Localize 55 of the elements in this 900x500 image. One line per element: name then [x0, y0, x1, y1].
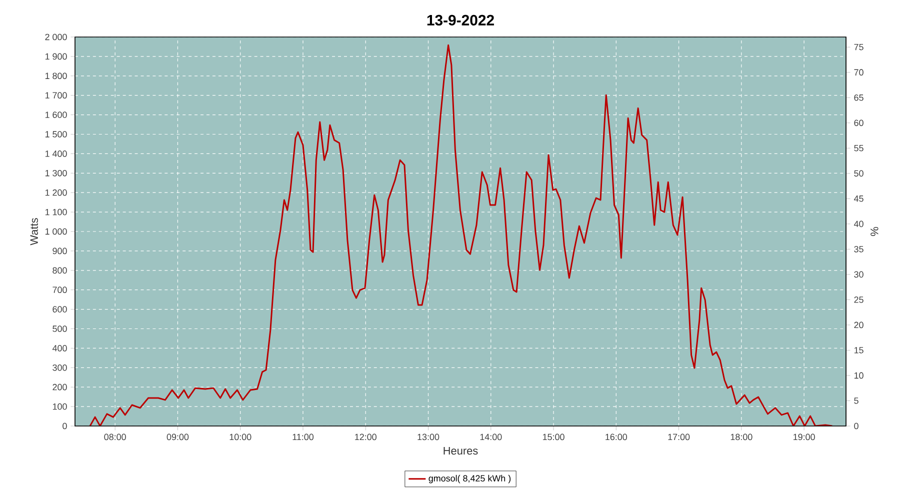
x-tick-label: 15:00 [542, 434, 564, 440]
y2-tick-label: 0 [854, 422, 858, 430]
x-tick-label: 16:00 [606, 434, 628, 440]
y-tick-label: 0 [62, 422, 67, 430]
y-tick-label: 1 600 [45, 112, 67, 118]
y-tick-label: 500 [52, 326, 67, 332]
x-tick-label: 10:00 [230, 434, 252, 440]
x-tick-label: 12:00 [355, 434, 376, 440]
x-tick-label: 08:00 [104, 434, 126, 440]
y-tick-label: 1 000 [45, 228, 67, 235]
y-tick-label: 1 900 [45, 53, 67, 60]
y-tick-label: 300 [52, 364, 67, 371]
x-tick-label: 13:00 [418, 434, 440, 440]
x-tick-label: 18:00 [730, 434, 752, 440]
y2-axis-title: % [870, 227, 878, 236]
y-tick-label: 900 [52, 248, 67, 254]
y2-tick-label: 55 [854, 145, 864, 152]
chart-title: 13-9-2022 [427, 14, 494, 26]
line-series [89, 44, 833, 426]
y-tick-label: 600 [52, 306, 67, 312]
y2-tick-label: 20 [854, 322, 864, 328]
y2-tick-label: 50 [854, 170, 864, 177]
y2-tick-label: 35 [854, 246, 864, 252]
y2-tick-label: 70 [854, 69, 864, 76]
y-tick-label: 200 [52, 384, 67, 390]
x-tick-label: 19:00 [794, 434, 815, 440]
y-tick-label: 1 700 [45, 92, 67, 99]
y-tick-label: 700 [52, 286, 67, 294]
y2-tick-label: 45 [854, 196, 864, 202]
y-tick-label: 2 000 [45, 34, 67, 40]
legend-label: gmosol( 8,425 kWh ) [428, 474, 511, 484]
y-tick-label: 1 100 [45, 208, 67, 216]
x-tick-label: 17:00 [668, 434, 690, 440]
x-axis-title: Heures [444, 446, 478, 455]
y2-tick-label: 25 [854, 296, 864, 303]
y2-tick-label: 60 [854, 120, 864, 126]
y-tick-label: 800 [52, 267, 67, 274]
y2-tick-label: 15 [854, 347, 864, 354]
y-tick-label: 1 200 [45, 189, 67, 196]
y-tick-label: 100 [52, 403, 67, 410]
y-tick-label: 1 800 [45, 72, 67, 80]
y2-tick-label: 10 [854, 372, 864, 379]
y-tick-label: 1 500 [45, 131, 67, 138]
y2-tick-label: 65 [854, 94, 864, 101]
y-tick-label: 400 [52, 345, 67, 352]
y2-tick-label: 75 [854, 44, 864, 50]
y2-tick-label: 5 [854, 398, 858, 404]
y-tick-label: 1 300 [45, 170, 67, 176]
x-tick-label: 09:00 [166, 434, 189, 440]
y2-tick-label: 30 [854, 271, 864, 278]
x-tick-label: 14:00 [480, 434, 502, 440]
x-tick-label: 11:00 [292, 434, 314, 440]
y2-tick-label: 40 [854, 220, 864, 228]
y-axis-title: Watts [30, 218, 38, 246]
y-tick-label: 1 400 [45, 150, 67, 157]
